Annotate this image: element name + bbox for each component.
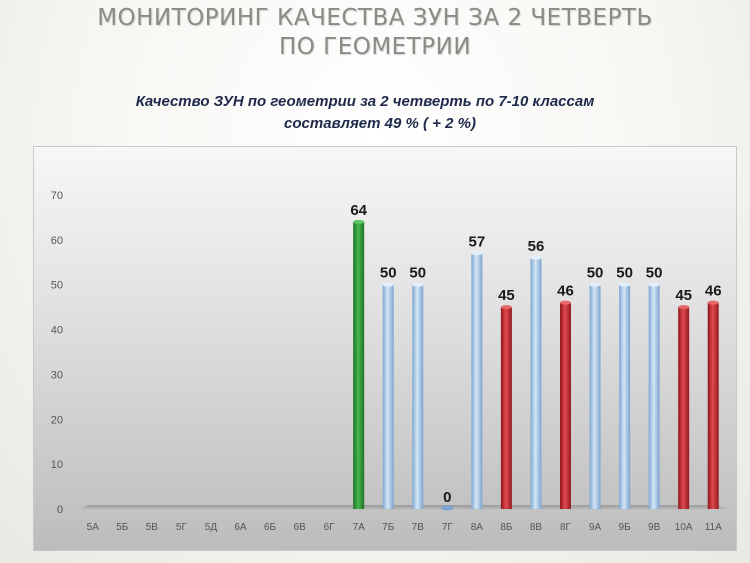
data-label: 50 (409, 265, 426, 282)
bar-cap (500, 305, 512, 310)
data-label: 45 (675, 287, 692, 304)
bar (678, 307, 690, 509)
x-tick-label: 5Г (176, 522, 188, 533)
bar (707, 302, 719, 509)
bar-cap (619, 282, 631, 287)
bar (619, 284, 631, 509)
x-tick-label: 9Б (619, 522, 632, 533)
bar-cap (471, 251, 483, 256)
x-tick-label: 6В (293, 522, 306, 533)
y-tick-label: 60 (51, 235, 63, 247)
bar (471, 253, 483, 509)
slide-subtitle-line2: составляет 49 % ( + 2 %) (284, 115, 476, 132)
y-axis-ticks: 0 10 20 30 40 50 60 70 (51, 190, 63, 516)
chart-floor (76, 505, 730, 511)
data-label: 46 (557, 283, 574, 300)
data-label: 0 (443, 489, 451, 506)
x-tick-label: 5А (87, 522, 100, 533)
data-label: 50 (587, 265, 604, 282)
y-tick-label: 40 (51, 325, 63, 337)
y-tick-label: 20 (51, 414, 63, 426)
bar-cap (589, 282, 601, 287)
data-label: 64 (350, 202, 367, 219)
x-tick-label: 7Г (442, 522, 454, 533)
bar-cap (648, 282, 660, 287)
x-tick-label: 9А (589, 522, 602, 533)
data-label: 57 (469, 233, 486, 250)
bar (560, 302, 571, 509)
data-label: 50 (646, 265, 663, 282)
x-tick-label: 5В (146, 522, 159, 533)
x-tick-label: 8А (471, 522, 484, 533)
x-tick-label: 7А (353, 522, 366, 533)
bar (500, 307, 512, 509)
y-tick-label: 70 (51, 190, 63, 202)
slide-title-line2: ПО ГЕОМЕТРИИ (278, 34, 472, 60)
data-label: 50 (616, 265, 633, 282)
bar (382, 284, 394, 509)
bar-cap (412, 282, 424, 287)
bar-cap (353, 219, 365, 224)
y-tick-label: 0 (57, 504, 63, 516)
x-tick-label: 5Д (205, 522, 218, 533)
bar-cap (530, 255, 542, 260)
y-tick-label: 10 (51, 459, 63, 471)
x-tick-label: 7В (412, 522, 425, 533)
bar (412, 284, 424, 509)
bar (530, 257, 542, 509)
bar (648, 284, 660, 509)
data-label: 46 (705, 283, 722, 300)
data-label: 56 (528, 238, 545, 255)
bar (440, 505, 454, 511)
y-tick-label: 50 (51, 280, 63, 292)
x-tick-label: 8Б (500, 522, 513, 533)
data-label: 50 (380, 265, 397, 282)
bar-cap (560, 300, 571, 305)
bars (353, 219, 719, 511)
data-labels: 64 50 50 0 57 45 56 46 50 50 50 45 46 (350, 202, 721, 506)
floor-plane (76, 505, 730, 511)
y-tick-label: 30 (51, 369, 63, 381)
x-tick-label: 11А (705, 522, 722, 533)
slide-subtitle-line1: Качество ЗУН по геометрии за 2 четверть … (135, 93, 595, 110)
slide-title: МОНИТОРИНГ КАЧЕСТВА ЗУН ЗА 2 ЧЕТВЕРТЬ ПО… (0, 4, 750, 62)
bar (589, 284, 601, 509)
bar-cap (382, 282, 394, 287)
x-tick-label: 6Б (264, 522, 277, 533)
x-tick-label: 9В (648, 522, 661, 533)
slide-title-line1: МОНИТОРИНГ КАЧЕСТВА ЗУН ЗА 2 ЧЕТВЕРТЬ (97, 5, 653, 31)
x-tick-label: 8Г (560, 522, 572, 533)
x-tick-label: 6Г (324, 522, 336, 533)
data-label: 45 (498, 287, 515, 304)
slide-subtitle: Качество ЗУН по геометрии за 2 четверть … (0, 91, 750, 135)
x-tick-label: 6А (234, 522, 247, 533)
x-tick-label: 10А (675, 522, 693, 533)
x-tick-label: 8В (530, 522, 543, 533)
bar-cap (707, 300, 719, 305)
x-tick-label: 7Б (382, 522, 395, 533)
bar-cap (678, 305, 690, 310)
x-axis-ticks: 5А 5Б 5В 5Г 5Д 6А 6Б 6В 6Г 7А 7Б 7В 7Г 8А 8Б 8В 8Г 9А 9Б 9В… (87, 522, 722, 533)
bar (353, 221, 365, 509)
x-tick-label: 5Б (116, 522, 129, 533)
